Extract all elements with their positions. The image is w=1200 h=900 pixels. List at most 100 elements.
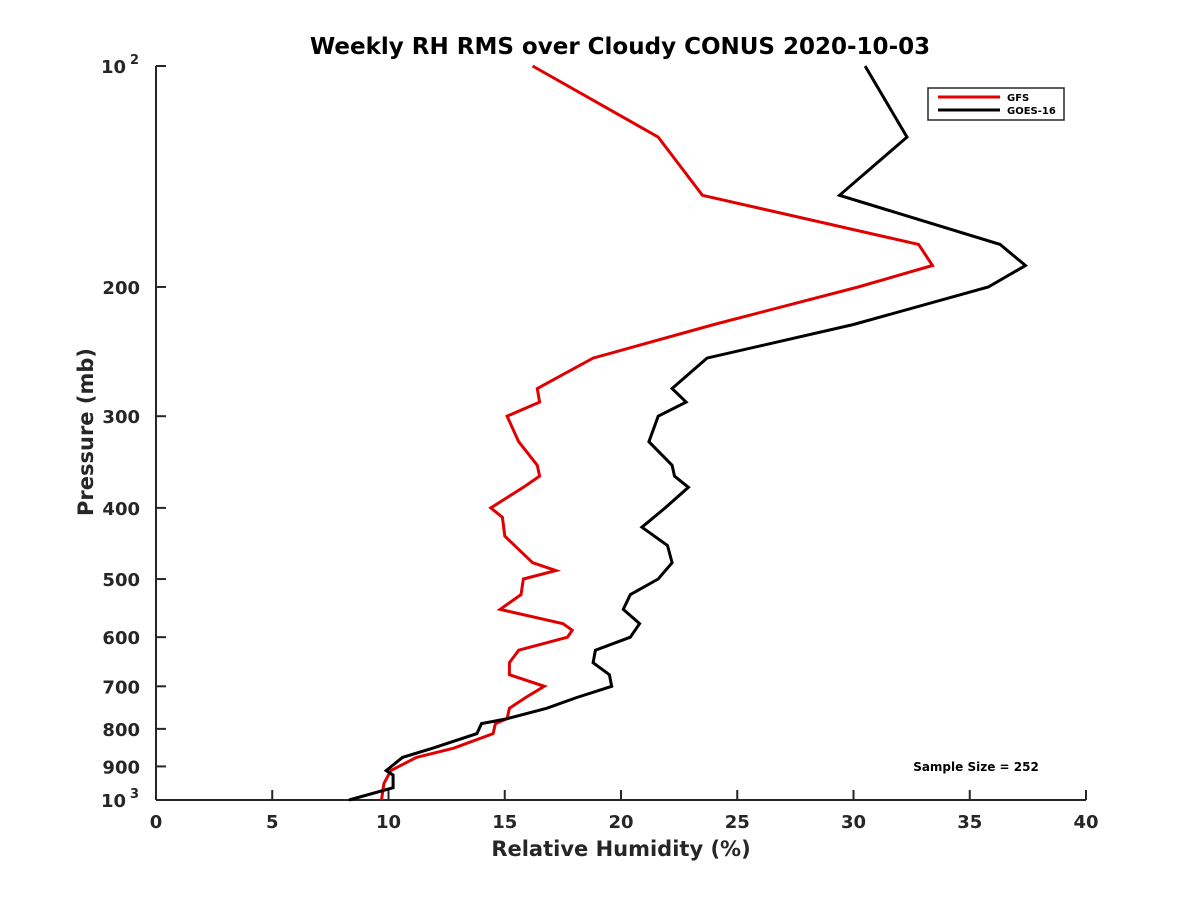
legend-label: GOES-16 — [1007, 106, 1056, 117]
y-tick-label-base: 10 — [101, 791, 126, 812]
data-point — [523, 578, 525, 580]
data-point — [567, 636, 569, 638]
data-point — [476, 733, 478, 735]
legend: GFS GOES-16 — [927, 87, 1065, 121]
data-point — [416, 757, 418, 759]
data-point — [571, 629, 573, 631]
x-tick-label: 35 — [957, 812, 982, 833]
y-tick-label: 10 3 — [101, 787, 139, 812]
legend-box — [927, 87, 1065, 121]
data-point — [539, 475, 541, 477]
y-tick-label-base: 10 — [101, 57, 126, 78]
x-tick-label: 5 — [266, 812, 279, 833]
data-point — [630, 636, 632, 638]
data-point — [502, 517, 504, 519]
data-point — [713, 324, 715, 326]
data-point — [499, 609, 501, 611]
data-point — [999, 244, 1001, 246]
data-point — [518, 441, 520, 443]
y-tick-label: 600 — [102, 628, 140, 649]
data-point — [495, 723, 497, 725]
data-point — [506, 718, 508, 720]
data-point — [609, 674, 611, 676]
data-point — [537, 388, 539, 390]
series-layer — [348, 64, 1029, 802]
y-tick-label: 400 — [102, 499, 140, 520]
data-point — [555, 570, 557, 572]
data-point — [857, 286, 859, 288]
data-point — [667, 545, 669, 547]
data-point — [595, 649, 597, 651]
series-goes-16 — [348, 65, 1029, 802]
series-line — [348, 65, 1029, 802]
data-point — [381, 799, 383, 801]
series-line — [380, 64, 935, 801]
data-point — [702, 195, 704, 197]
y-tick-label: 200 — [102, 278, 140, 299]
data-point — [523, 487, 525, 489]
data-point — [706, 357, 708, 359]
y-tick-label: 500 — [102, 570, 140, 591]
data-point — [509, 708, 511, 710]
x-tick-label: 30 — [841, 812, 866, 833]
data-point — [688, 487, 690, 489]
data-point — [509, 662, 511, 664]
x-tick-label: 10 — [376, 812, 401, 833]
data-point — [918, 244, 920, 246]
data-point — [671, 388, 673, 390]
data-point — [639, 623, 641, 625]
data-point — [864, 65, 866, 67]
data-point — [906, 136, 908, 138]
data-point — [932, 265, 934, 267]
data-point — [537, 465, 539, 467]
data-point — [576, 697, 578, 699]
data-point — [539, 401, 541, 403]
x-tick-label: 20 — [608, 812, 633, 833]
data-point — [432, 747, 434, 749]
data-point — [1025, 265, 1027, 267]
data-point — [839, 195, 841, 197]
sample-size-annotation: Sample Size = 252 — [913, 760, 1039, 774]
data-point — [525, 697, 527, 699]
data-point — [546, 708, 548, 710]
x-tick-label: 40 — [1073, 812, 1098, 833]
data-point — [853, 324, 855, 326]
data-point — [657, 136, 659, 138]
data-point — [506, 415, 508, 417]
y-tick-label-exponent: 2 — [130, 53, 139, 68]
data-point — [611, 686, 613, 688]
data-point — [641, 526, 643, 528]
data-point — [657, 415, 659, 417]
axes: 0 5 10 15 20 25 30 35 40 10 2 200 300 400 500 600 700 800… — [101, 53, 1099, 833]
data-point — [453, 747, 455, 749]
y-tick-label-exponent: 3 — [130, 787, 139, 802]
y-axis-label: Pressure (mb) — [74, 348, 98, 516]
x-tick-label: 25 — [725, 812, 750, 833]
data-point — [671, 562, 673, 564]
data-point — [392, 774, 394, 776]
data-point — [392, 787, 394, 789]
data-point — [481, 723, 483, 725]
series-gfs — [380, 64, 935, 801]
data-point — [630, 594, 632, 596]
data-point — [657, 578, 659, 580]
data-point — [402, 757, 404, 759]
data-point — [671, 465, 673, 467]
data-point — [592, 662, 594, 664]
y-tick-label: 900 — [102, 757, 140, 778]
data-point — [383, 783, 385, 785]
data-point — [648, 441, 650, 443]
y-tick-label: 800 — [102, 720, 140, 741]
data-point — [490, 507, 492, 509]
x-tick-label: 15 — [492, 812, 517, 833]
data-point — [518, 649, 520, 651]
data-point — [562, 623, 564, 625]
legend-label: GFS — [1007, 93, 1029, 104]
chart-title: Weekly RH RMS over Cloudy CONUS 2020-10-… — [310, 34, 930, 60]
data-point — [544, 686, 546, 688]
data-point — [685, 401, 687, 403]
data-point — [623, 609, 625, 611]
data-point — [988, 286, 990, 288]
data-point — [348, 799, 350, 801]
